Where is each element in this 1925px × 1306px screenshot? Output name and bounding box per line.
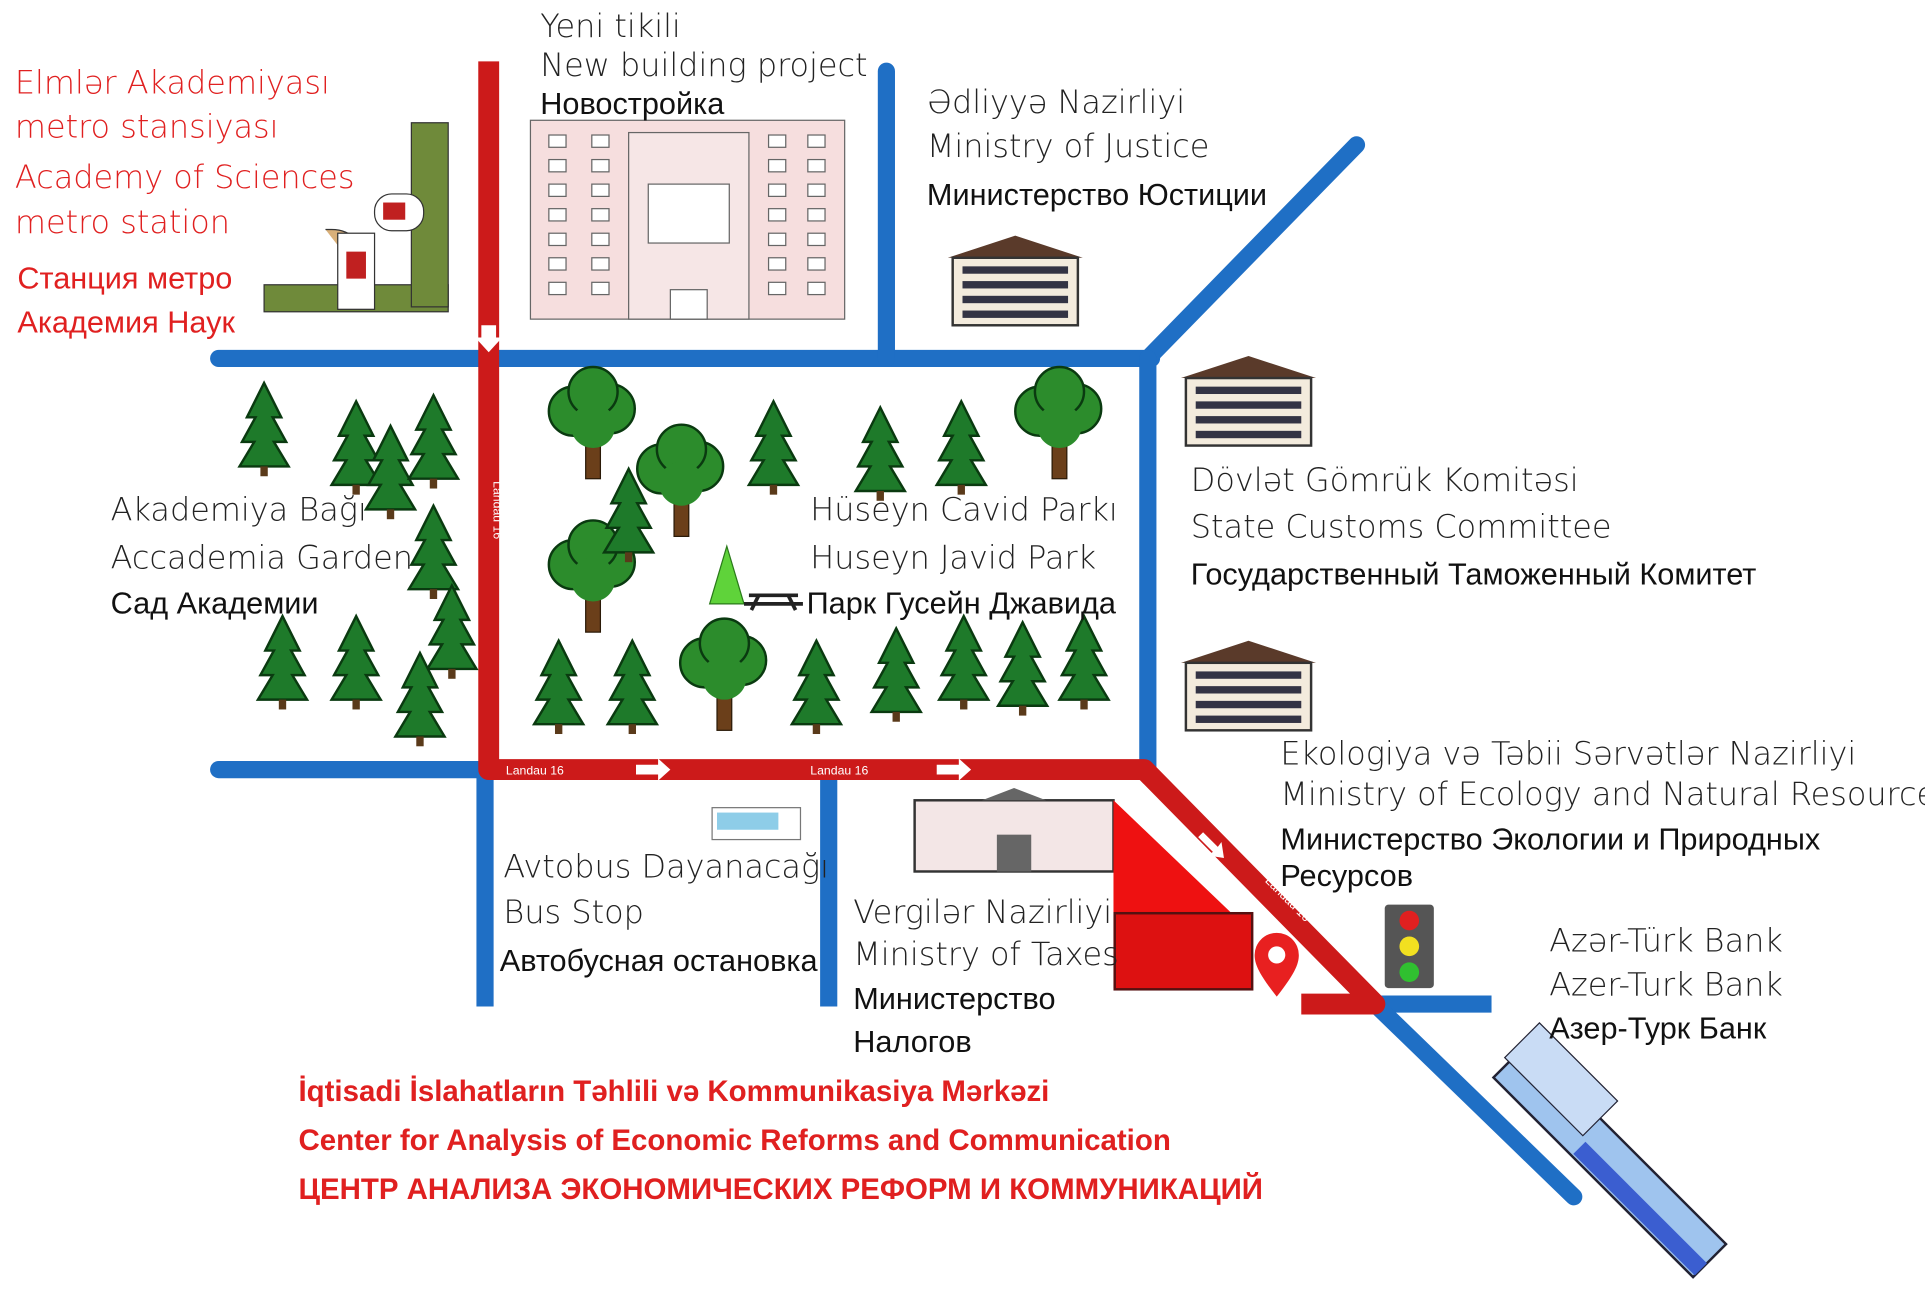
- metro-icon: [264, 123, 448, 312]
- traffic-light: [1385, 905, 1434, 988]
- label-line: Vergilər Nazirliyi: [853, 893, 1112, 931]
- label-line: Ədliyyə Nazirliyi: [927, 83, 1185, 121]
- label-line: Новостройка: [540, 86, 725, 121]
- road-label: Landau 16: [810, 764, 868, 778]
- label-line: Bus Stop: [503, 893, 643, 931]
- ecology-building: [1181, 641, 1316, 731]
- label-line: Министерство: [853, 981, 1055, 1016]
- label-line: Azər-Türk Bank: [1549, 921, 1783, 959]
- center-title: Center for Analysis of Economic Reforms …: [298, 1124, 1170, 1157]
- label-line: Academy of Sciences: [15, 158, 355, 196]
- justice-building: [948, 236, 1083, 326]
- label-line: Министерство Юстиции: [927, 177, 1267, 212]
- label-line: State Customs Committee: [1191, 508, 1612, 546]
- label-line: Парк Гусейн Джавида: [807, 586, 1117, 621]
- label-line: Государственный Таможенный Комитет: [1191, 556, 1757, 591]
- label-line: Азер-Турк Банк: [1549, 1010, 1767, 1045]
- label-line: Ресурсов: [1280, 858, 1413, 893]
- label-line: Hüseyn Cavid Parkı: [810, 490, 1118, 528]
- label-line: Elmlər Akademiyası: [15, 63, 330, 101]
- road-label: Landau 16: [491, 481, 505, 539]
- label-line: metro stansiyası: [15, 107, 279, 145]
- label-line: Сад Академии: [111, 586, 319, 621]
- label-line: Автобусная остановка: [500, 943, 819, 978]
- label-line: Avtobus Dayanacağı: [503, 848, 829, 886]
- label-line: Dövlət Gömrük Komitəsi: [1191, 461, 1579, 499]
- label-line: Ministry of Taxes: [853, 935, 1119, 973]
- label-line: Налогов: [853, 1024, 971, 1059]
- label-line: Accademia Garden: [111, 538, 413, 576]
- customs-building: [1181, 356, 1316, 446]
- label-line: Huseyn Javid Park: [810, 538, 1096, 576]
- new-building: [530, 120, 844, 319]
- label-line: Ekologiya və Təbii Sərvətlər Nazirliyi: [1280, 735, 1856, 773]
- bus-stop-icon: [712, 808, 800, 840]
- center-title: İqtisadi İslahatların Təhlili və Kommuni…: [298, 1075, 1049, 1108]
- label-line: Станция метро: [17, 260, 232, 295]
- center-title: ЦЕНТР АНАЛИЗА ЭКОНОМИЧЕСКИХ РЕФОРМ И КОМ…: [298, 1172, 1262, 1206]
- map: Landau 16 Landau 16 Landau 16 Landau 16 …: [0, 0, 1925, 1306]
- label-line: Akademiya Bağı: [111, 490, 367, 528]
- label-line: Академия Наук: [17, 305, 235, 340]
- label-line: Azer-Turk Bank: [1549, 965, 1783, 1003]
- road-label: Landau 16: [506, 764, 564, 778]
- label-line: Yeni tikili: [540, 7, 681, 45]
- label-line: Ministry of Justice: [927, 127, 1209, 165]
- label-line: Министерство Экологии и Природных: [1280, 821, 1820, 856]
- label-line: New building project: [540, 46, 867, 84]
- label-line: metro station: [15, 203, 230, 241]
- label-line: Ministry of Ecology and Natural Resource…: [1280, 775, 1925, 813]
